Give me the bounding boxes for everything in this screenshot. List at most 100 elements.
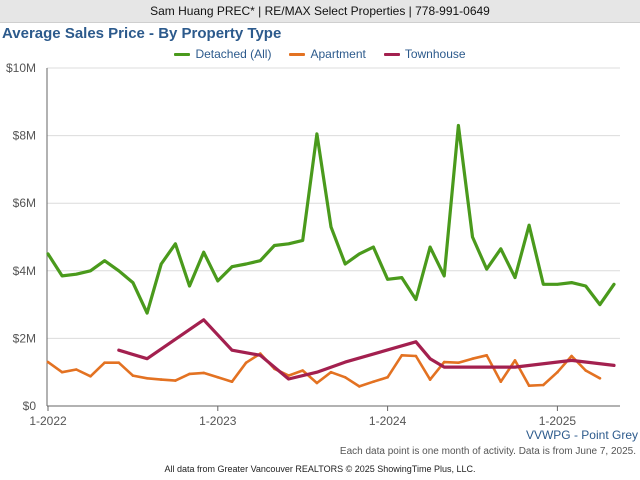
data-point-townhouse	[442, 365, 446, 369]
data-point-apartment	[428, 378, 432, 381]
data-point-apartment	[301, 369, 305, 372]
data-point-townhouse	[145, 357, 149, 361]
data-point-detached-all	[400, 276, 404, 279]
data-point-apartment	[442, 360, 446, 364]
data-point-apartment	[230, 380, 234, 384]
data-point-apartment	[527, 384, 531, 388]
data-point-apartment	[372, 380, 375, 384]
data-point-detached-all	[584, 284, 587, 288]
footer-credit: All data from Greater Vancouver REALTORS…	[164, 464, 476, 474]
legend-item-detached[interactable]: Detached (All)	[174, 47, 271, 61]
data-point-detached-all	[471, 235, 474, 239]
legend-swatch-detached	[174, 52, 191, 56]
data-point-apartment	[145, 377, 149, 380]
data-point-apartment	[513, 359, 517, 362]
data-point-apartment	[46, 360, 50, 364]
legend-swatch-apartment	[289, 52, 306, 56]
data-point-detached-all	[499, 247, 503, 251]
data-point-apartment	[103, 361, 106, 365]
data-point-detached-all	[259, 259, 262, 263]
data-point-detached-all	[612, 283, 616, 286]
x-axis-tick-labels: 1-2022 1-2023 1-2024 1-2025	[29, 414, 576, 428]
data-point-detached-all	[513, 276, 517, 279]
data-point-apartment	[202, 371, 205, 375]
x-tick-label: 1-2024	[369, 414, 407, 428]
x-tick-label: 1-2022	[29, 414, 67, 428]
series-line-apartment	[46, 352, 602, 388]
data-point-apartment	[598, 377, 602, 380]
series-lines	[46, 123, 616, 388]
data-point-apartment	[457, 361, 460, 365]
data-point-detached-all	[570, 281, 573, 284]
data-point-detached-all	[174, 242, 177, 246]
data-point-detached-all	[188, 284, 191, 288]
y-tick-label: $4M	[13, 264, 36, 278]
data-point-detached-all	[159, 262, 163, 266]
data-point-apartment	[244, 361, 248, 365]
data-point-detached-all	[301, 239, 305, 242]
data-point-detached-all	[386, 278, 389, 281]
data-point-apartment	[75, 368, 78, 371]
data-point-detached-all	[60, 274, 64, 278]
header-bar: Sam Huang PREC* | RE/MAX Select Properti…	[0, 0, 640, 23]
y-tick-label: $8M	[13, 129, 36, 143]
data-point-townhouse	[202, 318, 205, 322]
data-point-apartment	[499, 380, 503, 384]
data-point-detached-all	[527, 223, 531, 227]
data-point-apartment	[485, 354, 489, 357]
data-point-apartment	[414, 354, 418, 358]
x-tick-label: 1-2025	[539, 414, 577, 428]
data-point-apartment	[89, 375, 92, 378]
data-point-detached-all	[216, 279, 220, 283]
data-note: Each data point is one month of activity…	[339, 446, 636, 457]
data-point-detached-all	[145, 311, 149, 315]
data-point-townhouse	[414, 340, 418, 344]
legend-label-apartment: Apartment	[310, 47, 366, 61]
data-point-apartment	[216, 376, 220, 379]
data-point-detached-all	[287, 242, 290, 246]
data-point-apartment	[358, 385, 361, 388]
chart-title: Average Sales Price - By Property Type	[2, 25, 282, 42]
data-point-detached-all	[428, 245, 432, 249]
data-point-apartment	[386, 376, 389, 379]
legend-item-apartment[interactable]: Apartment	[289, 47, 366, 61]
y-tick-label: $2M	[13, 331, 36, 345]
data-point-townhouse	[230, 348, 234, 352]
data-point-detached-all	[230, 265, 234, 269]
data-point-detached-all	[457, 124, 460, 127]
data-point-townhouse	[612, 364, 616, 367]
data-point-apartment	[159, 378, 163, 381]
data-point-detached-all	[117, 269, 121, 273]
data-point-apartment	[315, 381, 319, 385]
data-point-apartment	[60, 370, 64, 374]
legend-item-townhouse[interactable]: Townhouse	[383, 47, 466, 61]
data-point-detached-all	[358, 252, 361, 256]
x-tick-label: 1-2023	[199, 414, 237, 428]
data-point-apartment	[542, 383, 545, 387]
y-tick-label: $0	[23, 399, 37, 413]
data-point-detached-all	[414, 298, 418, 301]
data-point-townhouse	[287, 377, 290, 381]
data-point-apartment	[329, 370, 333, 374]
y-tick-label: $6M	[13, 196, 36, 210]
legend-label-townhouse: Townhouse	[404, 47, 466, 61]
data-point-detached-all	[273, 244, 276, 247]
data-point-apartment	[570, 354, 573, 358]
data-point-detached-all	[315, 132, 319, 136]
data-point-detached-all	[343, 262, 347, 266]
data-point-detached-all	[442, 274, 446, 278]
data-point-apartment	[287, 374, 290, 377]
data-point-townhouse	[117, 348, 121, 352]
data-point-detached-all	[89, 269, 92, 273]
data-point-detached-all	[75, 272, 78, 276]
data-point-apartment	[343, 376, 347, 379]
data-point-detached-all	[202, 250, 205, 254]
series-line-townhouse	[117, 318, 616, 381]
data-point-apartment	[117, 361, 121, 365]
data-point-detached-all	[542, 283, 545, 286]
legend-swatch-townhouse	[383, 52, 400, 56]
data-point-apartment	[400, 354, 404, 357]
data-point-detached-all	[598, 303, 602, 306]
data-point-apartment	[584, 369, 587, 372]
data-point-detached-all	[372, 245, 375, 249]
